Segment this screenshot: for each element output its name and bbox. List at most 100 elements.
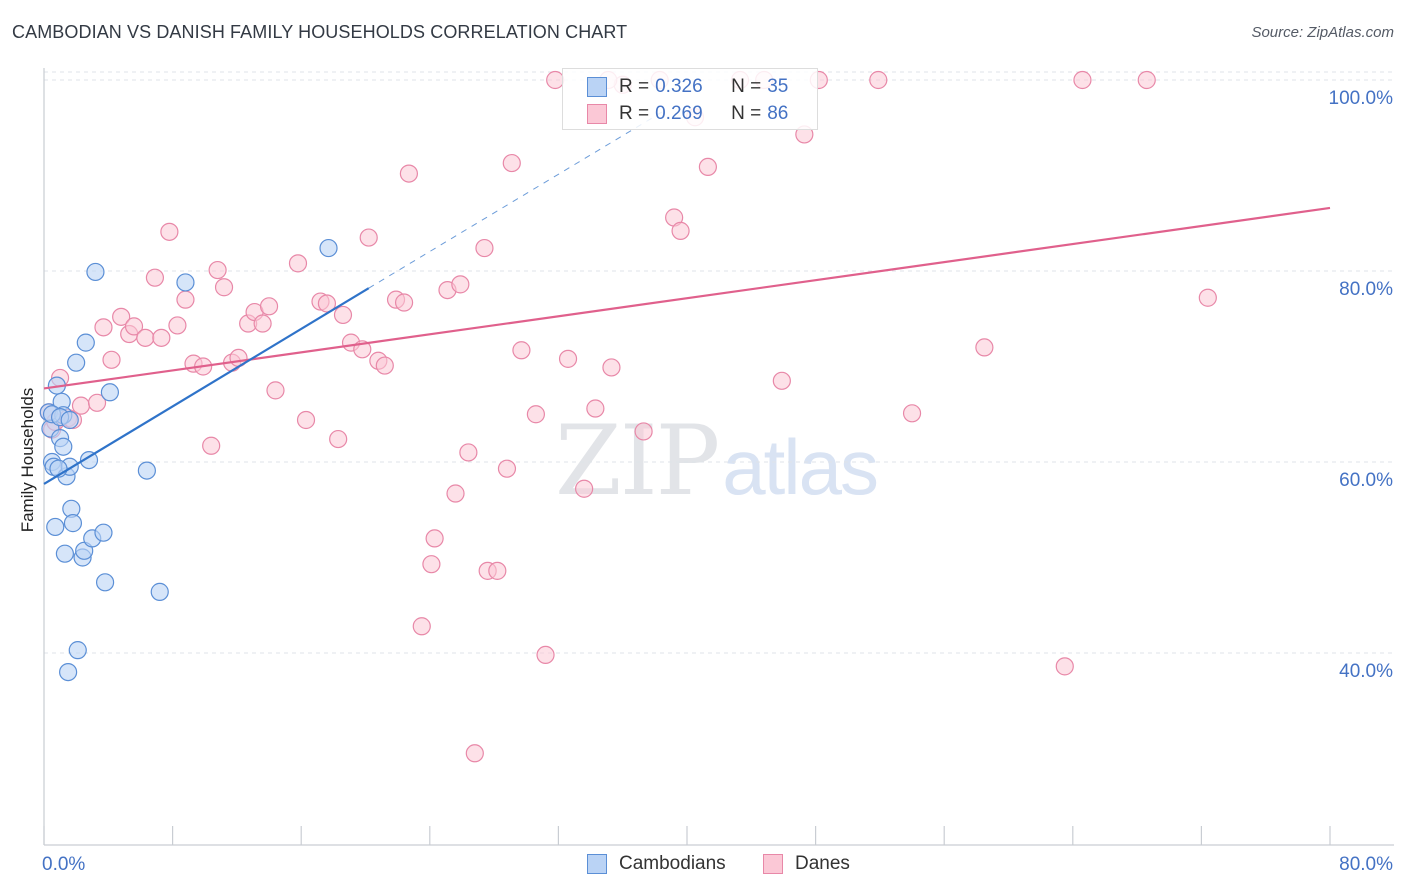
danes-point bbox=[317, 294, 337, 313]
n-label: N = bbox=[731, 76, 762, 97]
danes-point bbox=[512, 341, 531, 360]
correlation-legend: R = 0.326 N = 35 R = 0.269 N = 86 bbox=[562, 68, 818, 130]
danes-point bbox=[459, 443, 478, 462]
n-label: N = bbox=[731, 103, 762, 124]
danes-point bbox=[526, 405, 545, 424]
cambodians-point bbox=[46, 517, 65, 537]
y-tick-label: 60.0% bbox=[1339, 470, 1393, 491]
danes-point bbox=[558, 349, 578, 368]
x-tick-label: 0.0% bbox=[42, 854, 85, 875]
cambodians-points bbox=[39, 238, 338, 682]
danes-point bbox=[671, 221, 690, 240]
watermark-atlas: atlas bbox=[722, 423, 879, 511]
danes-point bbox=[394, 293, 414, 312]
danes-point bbox=[634, 422, 653, 441]
cambodians-point bbox=[54, 437, 73, 456]
danes-point bbox=[475, 238, 494, 258]
bottom-legend-danes: Danes bbox=[763, 852, 850, 876]
danes-point bbox=[214, 278, 234, 297]
cambodians-point bbox=[67, 353, 86, 372]
danes-point bbox=[102, 350, 121, 369]
danes-point bbox=[1198, 288, 1217, 307]
trend-lines bbox=[43, 111, 1331, 485]
danes-point bbox=[168, 316, 187, 335]
cambodians-point bbox=[95, 573, 115, 592]
danes-point bbox=[772, 371, 791, 390]
cambodians-trend-extension bbox=[368, 111, 664, 289]
danes-point bbox=[333, 305, 353, 325]
danes-point bbox=[1137, 70, 1156, 90]
danes-point bbox=[902, 404, 922, 423]
cambodians-point bbox=[319, 238, 338, 258]
danes-point bbox=[94, 318, 113, 337]
y-tick-label: 100.0% bbox=[1329, 88, 1394, 109]
danes-point bbox=[288, 254, 308, 273]
danes-point bbox=[446, 484, 465, 503]
source-label: Source: ZipAtlas.com bbox=[1251, 24, 1394, 41]
danes-point bbox=[602, 358, 621, 377]
danes-r-value: 0.269 bbox=[655, 103, 703, 124]
danes-point bbox=[698, 157, 717, 177]
danes-point bbox=[536, 645, 555, 665]
danes-point bbox=[412, 617, 431, 636]
danes-point bbox=[502, 153, 521, 173]
danes-point bbox=[359, 228, 378, 247]
y-tick-label: 40.0% bbox=[1339, 661, 1393, 682]
bottom-legend-cambodians: Cambodians bbox=[587, 852, 726, 876]
danes-point bbox=[259, 297, 279, 316]
danes-point bbox=[375, 356, 394, 375]
danes-point bbox=[488, 561, 507, 580]
danes-point bbox=[399, 164, 419, 183]
danes-point bbox=[296, 410, 316, 430]
danes-point bbox=[202, 436, 221, 455]
danes-point bbox=[451, 275, 470, 294]
danes-swatch bbox=[587, 104, 607, 124]
watermark-zip: ZIP bbox=[555, 405, 720, 517]
cambodians-legend-swatch bbox=[587, 854, 607, 874]
cambodians-trend-line bbox=[43, 287, 370, 485]
danes-point bbox=[145, 268, 165, 287]
tick-labels: 40.0% 60.0% 80.0% 100.0% 0.0% 80.0% bbox=[42, 88, 1393, 875]
danes-point bbox=[176, 290, 195, 309]
danes-trend-line bbox=[43, 206, 1331, 390]
cambodians-point bbox=[94, 523, 113, 542]
danes-legend-label: Danes bbox=[795, 853, 850, 874]
danes-point bbox=[71, 396, 91, 415]
cambodians-point bbox=[150, 582, 169, 601]
danes-point bbox=[160, 222, 179, 241]
danes-point bbox=[465, 744, 484, 763]
y-tick-label: 80.0% bbox=[1339, 279, 1393, 300]
danes-point bbox=[124, 317, 144, 336]
legend-row-cambodians: R = 0.326 N = 35 bbox=[587, 75, 788, 99]
axes bbox=[43, 68, 1394, 846]
cambodians-point bbox=[86, 262, 105, 282]
danes-n-value: 86 bbox=[767, 103, 789, 124]
cambodians-point bbox=[79, 450, 99, 470]
cambodians-point bbox=[100, 383, 120, 402]
danes-point bbox=[152, 328, 171, 347]
chart-title: CAMBODIAN VS DANISH FAMILY HOUSEHOLDS CO… bbox=[12, 22, 628, 42]
cambodians-swatch bbox=[587, 77, 607, 97]
danes-point bbox=[1055, 657, 1074, 676]
danes-point bbox=[1073, 70, 1092, 90]
danes-point bbox=[497, 459, 517, 478]
cambodians-point bbox=[63, 514, 83, 533]
danes-point bbox=[975, 338, 994, 357]
zipatlas-watermark: ZIPatlas bbox=[555, 405, 879, 517]
danes-point bbox=[869, 70, 888, 90]
danes-point bbox=[208, 260, 227, 280]
danes-point bbox=[425, 529, 444, 548]
cambodians-n-value: 35 bbox=[767, 76, 789, 97]
danes-point bbox=[136, 328, 155, 347]
r-label: R = bbox=[619, 76, 650, 97]
cambodians-point bbox=[76, 333, 95, 352]
danes-point bbox=[329, 429, 348, 449]
cambodians-point bbox=[55, 544, 74, 563]
danes-point bbox=[422, 555, 441, 574]
danes-legend-swatch bbox=[763, 854, 783, 874]
cambodians-point bbox=[137, 461, 156, 480]
danes-point bbox=[575, 479, 594, 498]
danes-points bbox=[39, 70, 1217, 763]
cambodians-point bbox=[68, 641, 87, 660]
